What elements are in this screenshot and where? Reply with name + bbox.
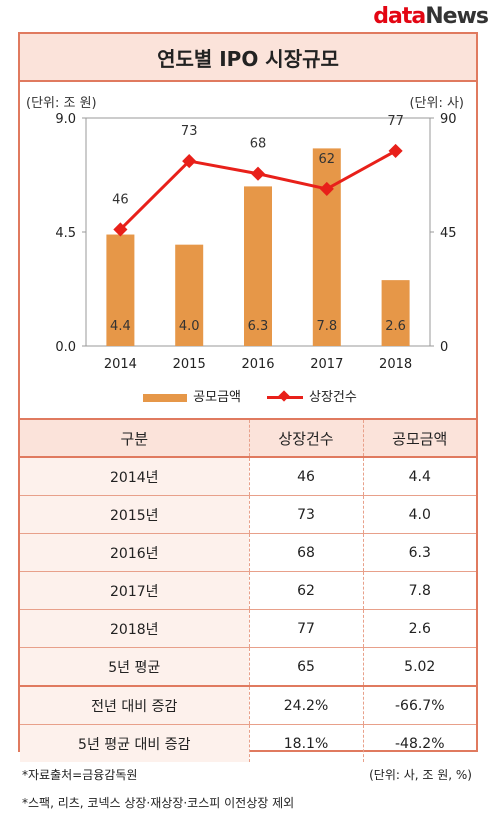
row-listings: 73 bbox=[249, 495, 364, 534]
line-label-2016: 68 bbox=[250, 137, 267, 152]
ipo-data-table: 구분 상장건수 공모금액 2014년 46 4.4 2015년 73 4.0 2016년… bbox=[20, 418, 476, 762]
line-label-2017: 62 bbox=[319, 152, 336, 167]
row-listings: 62 bbox=[249, 571, 364, 610]
row-label: 5년 평균 bbox=[20, 647, 250, 687]
right-tick-label: 90 bbox=[440, 112, 457, 127]
header-listings: 상장건수 bbox=[249, 418, 364, 458]
table-row: 전년 대비 증감 24.2% -66.7% bbox=[20, 685, 476, 725]
row-label: 전년 대비 증감 bbox=[20, 685, 250, 725]
units-note: (단위: 사, 조 원, %) bbox=[369, 768, 472, 782]
bar-label-2016: 6.3 bbox=[248, 319, 269, 334]
ipo-combo-chart: 9.0 4.5 0.0 90 45 0 4.4 4.0 6.3 7.8 2.6 2014 2015 201… bbox=[55, 112, 457, 372]
row-listings: 24.2% bbox=[249, 685, 364, 725]
row-offering: 7.8 bbox=[363, 571, 476, 610]
chart-title: 연도별 IPO 시장규모 bbox=[20, 34, 476, 82]
table-row: 2015년 73 4.0 bbox=[20, 495, 476, 534]
table-row: 2017년 62 7.8 bbox=[20, 571, 476, 610]
legend-line-item: 상장건수 bbox=[267, 386, 357, 405]
row-offering: -66.7% bbox=[363, 685, 476, 725]
bar-2015 bbox=[175, 244, 204, 346]
row-offering: 5.02 bbox=[363, 647, 476, 687]
row-label: 2016년 bbox=[20, 533, 250, 572]
datanews-logo: dataNews bbox=[373, 4, 489, 29]
table-row: 5년 평균 대비 증감 18.1% -48.2% bbox=[20, 724, 476, 762]
exclusion-note: *스팩, 리츠, 코넥스 상장·재상장·코스피 이전상장 제외 bbox=[22, 796, 295, 810]
table-row: 2018년 77 2.6 bbox=[20, 609, 476, 648]
right-unit-label: (단위: 사) bbox=[409, 96, 464, 111]
table-row: 5년 평균 65 5.02 bbox=[20, 647, 476, 687]
row-offering: 2.6 bbox=[363, 609, 476, 648]
x-tick-label: 2018 bbox=[379, 357, 412, 372]
row-listings: 77 bbox=[249, 609, 364, 648]
bar-label-2018: 2.6 bbox=[385, 319, 406, 334]
right-tick-label: 45 bbox=[440, 226, 457, 241]
row-listings: 18.1% bbox=[249, 724, 364, 762]
bar-label-2015: 4.0 bbox=[179, 319, 200, 334]
row-label: 5년 평균 대비 증감 bbox=[20, 724, 250, 762]
row-listings: 46 bbox=[249, 457, 364, 496]
row-offering: 4.0 bbox=[363, 495, 476, 534]
left-tick-label: 0.0 bbox=[55, 340, 76, 355]
row-listings: 65 bbox=[249, 647, 364, 687]
row-label: 2014년 bbox=[20, 457, 250, 496]
line-point-2018 bbox=[388, 143, 403, 159]
row-offering: 4.4 bbox=[363, 457, 476, 496]
bar-label-2017: 7.8 bbox=[316, 319, 337, 334]
source-note: *자료출처=금융감독원 bbox=[22, 768, 138, 782]
left-tick-label: 4.5 bbox=[55, 226, 76, 241]
legend-bar-item: 공모금액 bbox=[143, 386, 241, 405]
bar-swatch-icon bbox=[143, 393, 188, 402]
x-tick-label: 2016 bbox=[241, 357, 274, 372]
bar-2018 bbox=[381, 280, 410, 346]
legend-line-label: 상장건수 bbox=[309, 390, 357, 405]
x-tick-label: 2017 bbox=[310, 357, 343, 372]
line-point-2016 bbox=[250, 166, 266, 181]
row-label: 2017년 bbox=[20, 571, 250, 610]
table-row: 2016년 68 6.3 bbox=[20, 533, 476, 572]
bar-2014 bbox=[106, 234, 135, 346]
line-point-2014 bbox=[113, 222, 128, 237]
header-offering: 공모금액 bbox=[363, 418, 476, 458]
table-header-row: 구분 상장건수 공모금액 bbox=[20, 418, 476, 458]
line-swatch-icon bbox=[267, 396, 303, 399]
row-label: 2015년 bbox=[20, 495, 250, 534]
row-listings: 68 bbox=[249, 533, 364, 572]
left-unit-label: (단위: 조 원) bbox=[26, 96, 97, 111]
row-offering: -48.2% bbox=[394, 735, 445, 752]
row-offering: 6.3 bbox=[363, 533, 476, 572]
bar-2016 bbox=[244, 186, 272, 346]
legend-bar-label: 공모금액 bbox=[193, 390, 241, 405]
header-category: 구분 bbox=[20, 418, 250, 458]
right-tick-label: 0 bbox=[440, 340, 448, 355]
chart-legend: 공모금액 상장건수 bbox=[0, 386, 500, 405]
line-point-2017 bbox=[319, 181, 334, 197]
line-label-2014: 46 bbox=[112, 192, 129, 207]
left-tick-label: 9.0 bbox=[55, 112, 76, 127]
bar-label-2014: 4.4 bbox=[110, 319, 131, 334]
row-label: 2018년 bbox=[20, 609, 250, 648]
x-tick-label: 2015 bbox=[173, 357, 206, 372]
bar-2017 bbox=[312, 148, 341, 346]
x-tick-label: 2014 bbox=[104, 357, 137, 372]
table-row: 2014년 46 4.4 bbox=[20, 457, 476, 496]
line-label-2018: 77 bbox=[387, 114, 404, 129]
line-label-2015: 73 bbox=[181, 124, 198, 139]
